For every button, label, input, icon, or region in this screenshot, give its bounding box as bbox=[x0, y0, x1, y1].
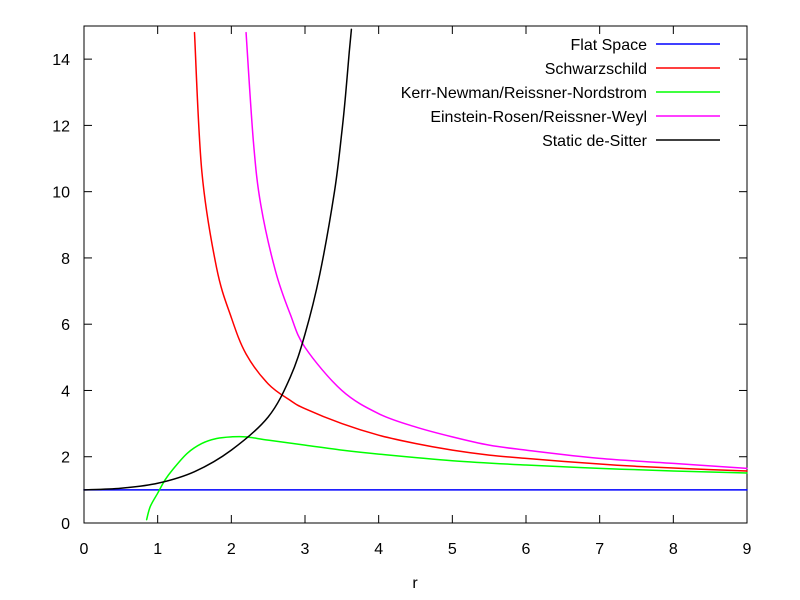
legend-label-kerr-newman-reissner-nordstrom: Kerr-Newman/Reissner-Nordstrom bbox=[401, 85, 647, 102]
ticks bbox=[83, 26, 748, 524]
y-tick-label: 2 bbox=[61, 450, 70, 467]
x-tick-label: 4 bbox=[374, 541, 383, 558]
x-tick-label: 6 bbox=[522, 541, 531, 558]
x-tick-label: 5 bbox=[448, 541, 457, 558]
legend-label-einstein-rosen-reissner-weyl: Einstein-Rosen/Reissner-Weyl bbox=[430, 109, 647, 126]
x-tick-label: 1 bbox=[153, 541, 162, 558]
y-tick-label: 0 bbox=[61, 516, 70, 533]
x-tick-label: 0 bbox=[80, 541, 89, 558]
y-tick-label: 10 bbox=[52, 185, 70, 202]
legend-label-flat-space: Flat Space bbox=[571, 37, 648, 54]
legend: Flat Space Schwarzschild Kerr-Newman/Reiss… bbox=[401, 37, 720, 150]
x-tick-label: 2 bbox=[227, 541, 236, 558]
y-tick-label: 12 bbox=[52, 118, 70, 135]
plot-frame bbox=[83, 25, 748, 524]
legend-label-schwarzschild: Schwarzschild bbox=[545, 61, 647, 78]
y-tick-label: 14 bbox=[52, 52, 70, 69]
y-tick-label: 6 bbox=[61, 317, 70, 334]
x-tick-label: 7 bbox=[595, 541, 604, 558]
series-group bbox=[83, 28, 748, 521]
y-tick-label: 4 bbox=[61, 383, 70, 400]
series-line-einstein-rosen-reissner-weyl bbox=[245, 31, 748, 470]
series-line-kerr-newman-reissner-nordstrom bbox=[145, 435, 748, 521]
x-tick-label: 3 bbox=[301, 541, 310, 558]
x-axis-label: r bbox=[412, 575, 418, 592]
x-tick-label: 9 bbox=[743, 541, 752, 558]
series-line-static-de-sitter bbox=[83, 28, 353, 491]
series-line-schwarzschild bbox=[193, 31, 748, 472]
legend-label-static-de-sitter: Static de-Sitter bbox=[542, 133, 648, 150]
y-tick-label: 8 bbox=[61, 251, 70, 268]
x-tick-label: 8 bbox=[669, 541, 678, 558]
